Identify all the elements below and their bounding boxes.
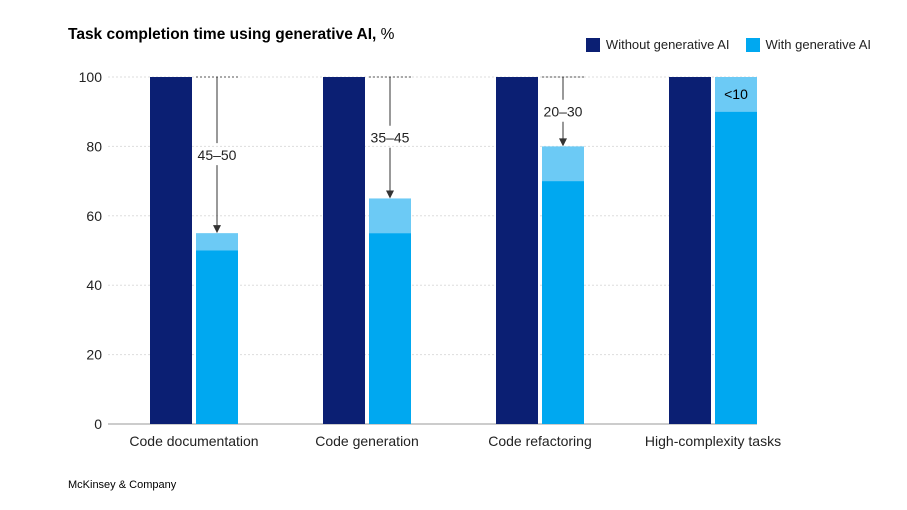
legend-swatch-without (585, 37, 600, 52)
chart-title-unit: % (376, 26, 395, 43)
y-tick-label-40: 40 (86, 277, 102, 293)
annotation-label-code-refactoring: 20–30 (544, 104, 583, 120)
bar-without-code-documentation (150, 77, 192, 424)
arrow-head-code-refactoring (559, 138, 567, 147)
source-credit: McKinsey & Company (68, 479, 177, 491)
bar-with-range-high-complexity-tasks (715, 77, 757, 112)
legend-label-without: Without generative AI (605, 37, 730, 52)
legend-label-with: With generative AI (765, 37, 872, 52)
bar-with-high-complexity-tasks (715, 111, 757, 424)
x-tick-label-high-complexity-tasks: High-complexity tasks (645, 433, 781, 449)
bar-with-code-refactoring (542, 181, 584, 424)
bar-with-code-documentation (196, 250, 238, 424)
annotation-label-code-documentation: 45–50 (198, 147, 237, 163)
y-tick-label-20: 20 (86, 347, 102, 363)
legend-item-with: With generative AI (745, 37, 872, 52)
annotation-label-code-generation: 35–45 (371, 130, 410, 146)
bar-with-range-code-documentation (196, 233, 238, 251)
annotation-label-high-complexity-tasks: <10 (724, 86, 748, 102)
x-tick-label-code-generation: Code generation (315, 433, 419, 449)
y-tick-label-80: 80 (86, 138, 102, 154)
bar-without-code-refactoring (496, 77, 538, 424)
x-tick-label-code-refactoring: Code refactoring (488, 433, 592, 449)
y-tick-label-60: 60 (86, 208, 102, 224)
arrow-head-code-documentation (213, 225, 221, 234)
legend: Without generative AI With generative AI (570, 37, 871, 52)
bar-with-range-code-generation (369, 198, 411, 234)
arrow-head-code-generation (386, 190, 394, 199)
legend-item-without: Without generative AI (585, 37, 730, 52)
bar-without-high-complexity-tasks (669, 77, 711, 424)
bar-with-code-generation (369, 233, 411, 424)
bar-with-range-code-refactoring (542, 146, 584, 182)
y-tick-label-100: 100 (79, 69, 103, 85)
y-tick-label-0: 0 (94, 416, 102, 432)
chart-title-main: Task completion time using generative AI… (68, 26, 377, 43)
legend-swatch-with (745, 37, 760, 52)
x-tick-label-code-documentation: Code documentation (129, 433, 258, 449)
chart-title: Task completion time using generative AI… (68, 26, 394, 44)
bar-without-code-generation (323, 77, 365, 424)
